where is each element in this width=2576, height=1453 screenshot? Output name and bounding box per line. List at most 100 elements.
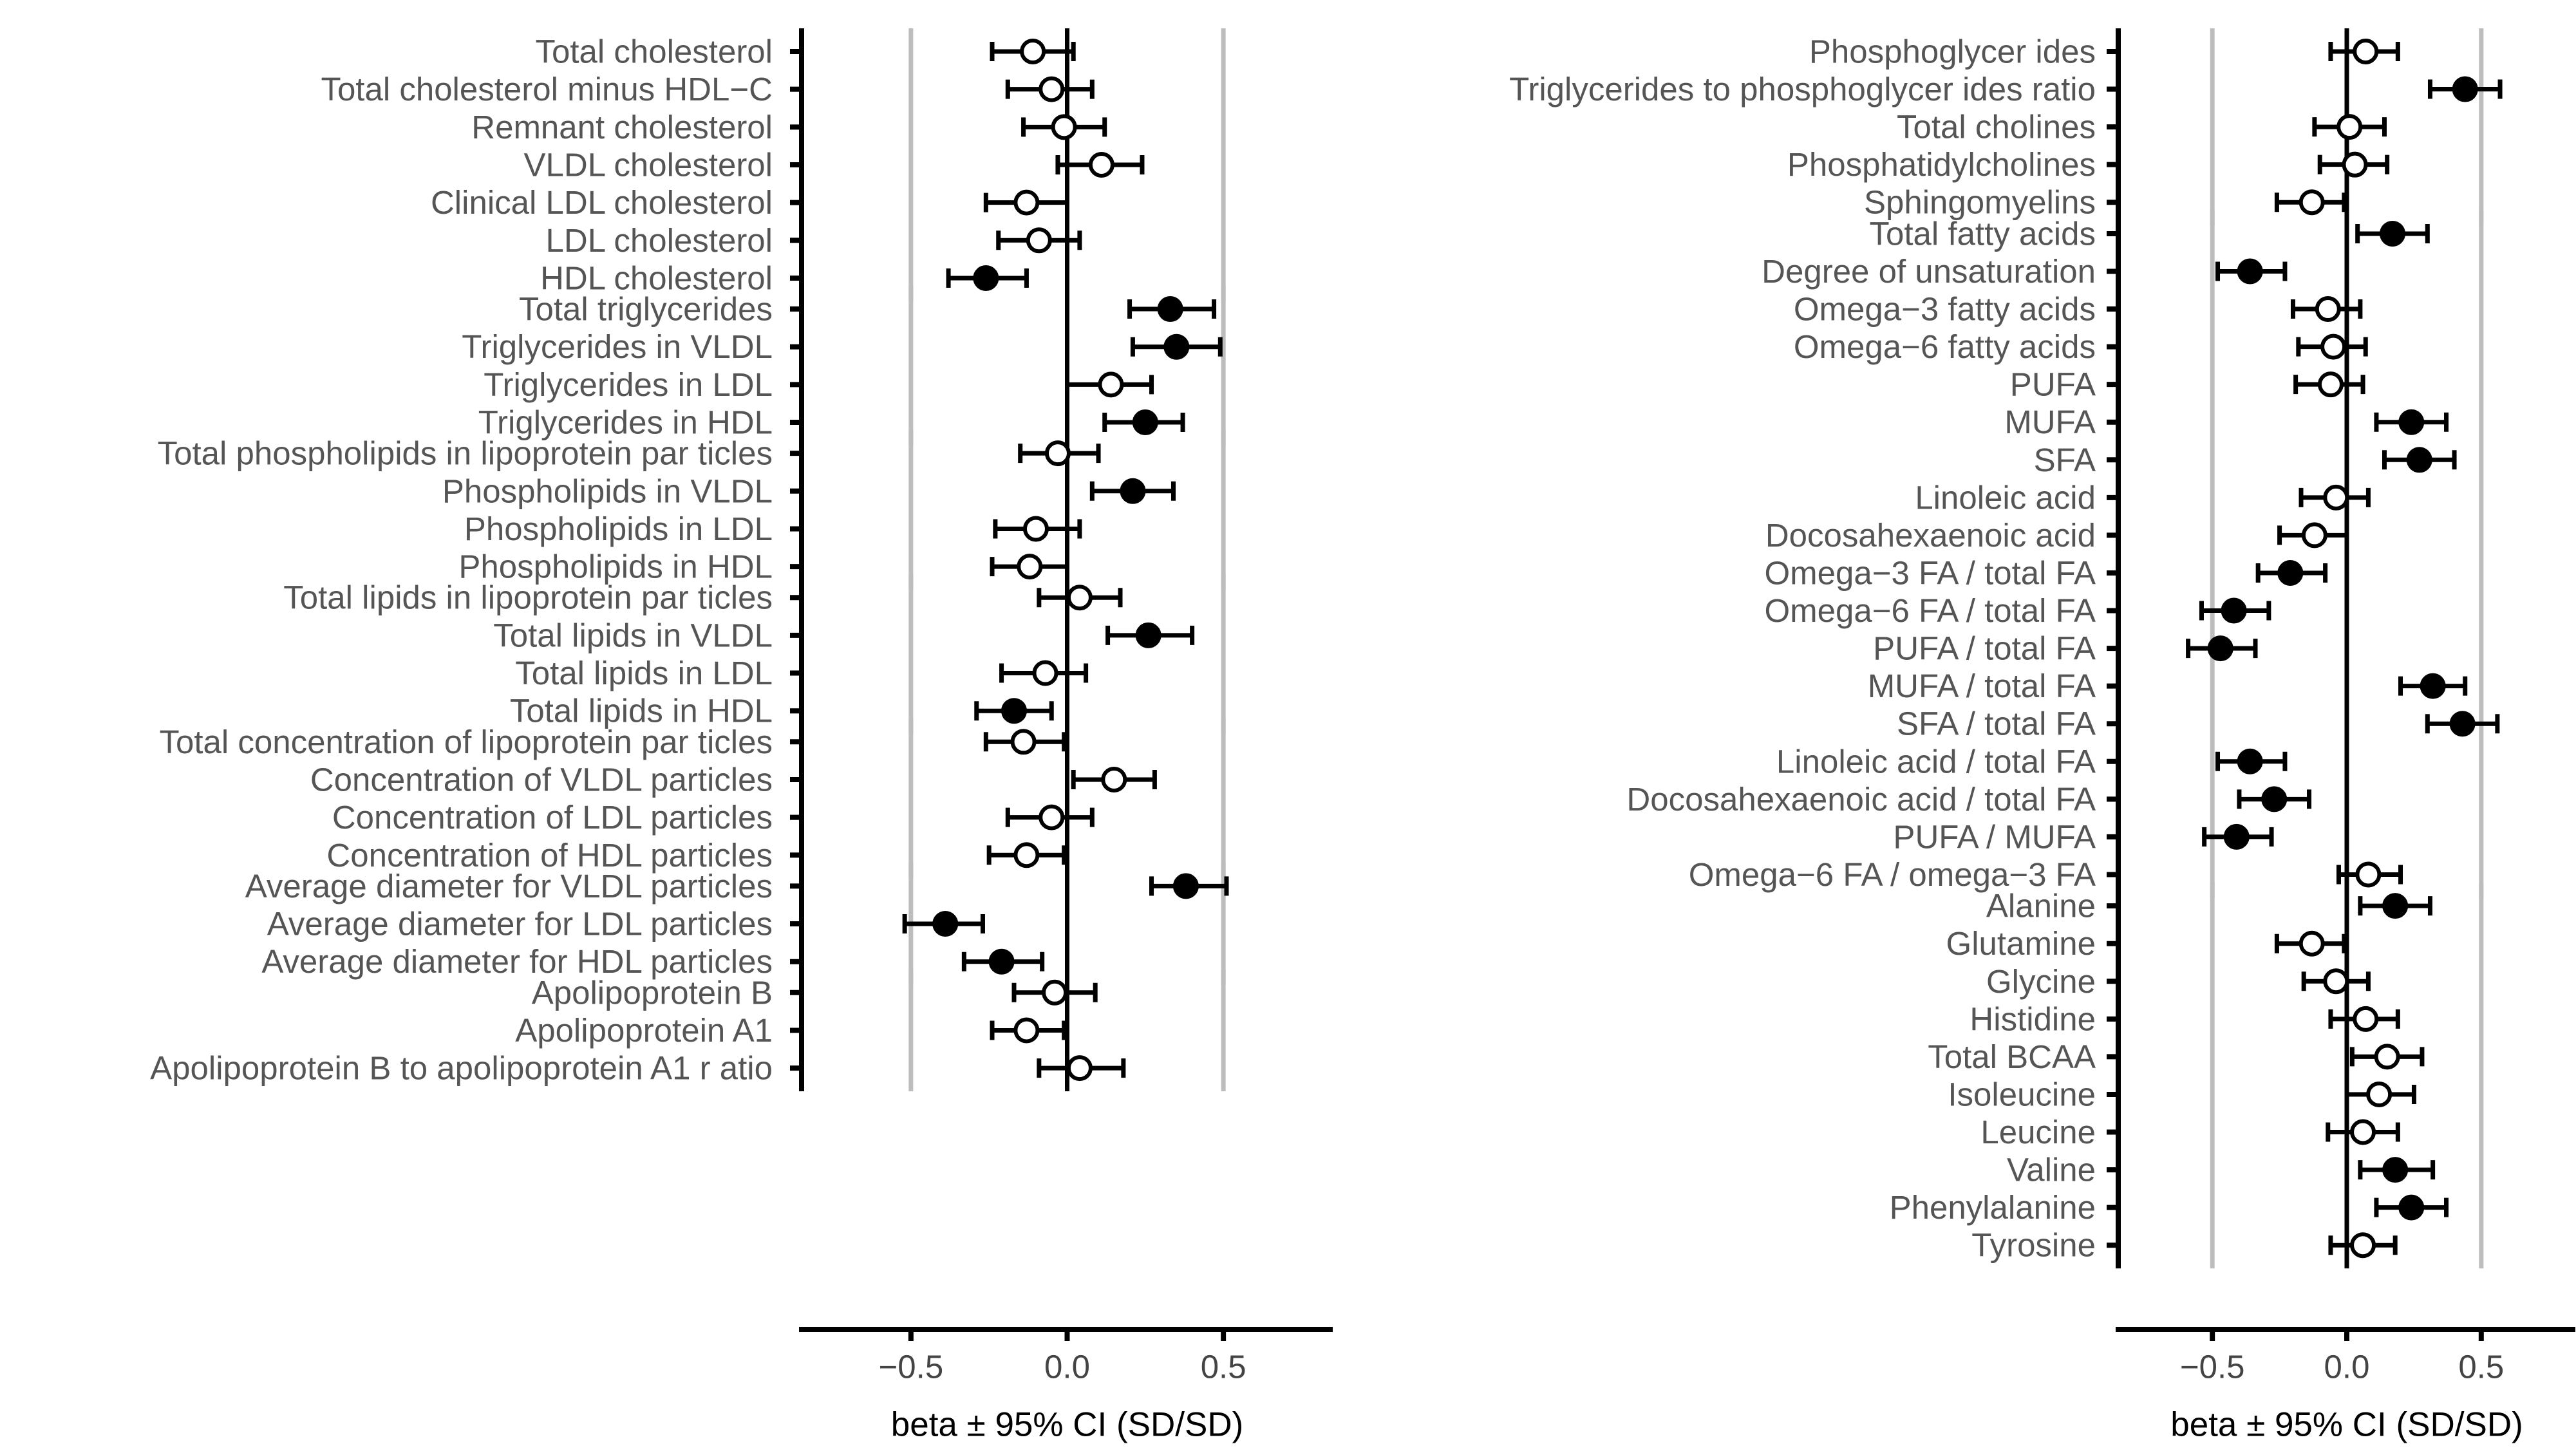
estimate-point-significant: [2449, 711, 2476, 737]
row-label: Total cholesterol minus HDL−C: [321, 71, 773, 108]
forest-row: Total lipids in lipoprotein par ticles: [283, 579, 1123, 616]
forest-row: LDL cholesterol: [546, 222, 1082, 259]
row-label: Omega−6 fatty acids: [1794, 328, 2096, 365]
forest-row: Linoleic acid: [1915, 479, 2371, 516]
forest-row: Omega−6 FA / total FA: [1764, 592, 2271, 629]
estimate-point-significant: [1163, 333, 1190, 360]
estimate-point-significant: [1120, 478, 1146, 504]
row-label: Glycine: [1986, 963, 2096, 1000]
estimate-point: [2355, 861, 2382, 888]
forest-row: Total cholesterol: [535, 33, 1076, 70]
forest-row: PUFA: [2010, 366, 2365, 403]
forest-row: Total cholesterol minus HDL−C: [321, 71, 1095, 108]
estimate-point: [2366, 1081, 2393, 1107]
estimate-point: [2336, 114, 2363, 140]
forest-row: Omega−6 fatty acids: [1794, 328, 2368, 365]
estimate-point: [2299, 189, 2325, 216]
estimate-point-significant: [1135, 622, 1161, 648]
estimate-point: [2315, 296, 2341, 323]
estimate-point-significant: [932, 911, 959, 937]
x-axis: −0.5 0.0 0.5 beta ± 95% CI (SD/SD): [799, 1327, 1333, 1444]
forest-group-2: [2116, 210, 2484, 898]
forest-row: Phosphatidylcholines: [1787, 146, 2390, 183]
forest-row: Phosphoglycer ides: [1809, 33, 2400, 70]
row-label: Leucine: [1980, 1114, 2096, 1150]
forest-group-5: [799, 718, 1226, 879]
estimate-point: [1010, 729, 1037, 755]
estimate-point: [2320, 333, 2347, 360]
forest-row: Valine: [2007, 1152, 2436, 1188]
forest-row: Total concentration of lipoprotein par t…: [159, 724, 1067, 760]
x-axis-title: beta ± 95% CI (SD/SD): [2170, 1406, 2523, 1444]
forest-row: Total phospholipids in lipoprotein par t…: [158, 435, 1101, 472]
row-label: Total concentration of lipoprotein par t…: [159, 724, 773, 760]
estimate-point: [1098, 371, 1124, 398]
row-label: Total cholines: [1897, 109, 2096, 145]
row-label: SFA: [2034, 442, 2096, 478]
row-label: Isoleucine: [1948, 1076, 2096, 1112]
forest-row: SFA / total FA: [1897, 706, 2500, 742]
row-label: Average diameter for LDL particles: [267, 906, 773, 942]
forest-row: Docosahexaenoic acid: [1765, 517, 2349, 554]
forest-row: Glycine: [1986, 963, 2371, 1000]
estimate-point-significant: [2380, 220, 2405, 247]
estimate-point-significant: [2382, 893, 2409, 919]
estimate-point-significant: [2207, 635, 2233, 662]
row-label: Phosphoglycer ides: [1809, 33, 2096, 70]
row-label: Phenylalanine: [1890, 1189, 2096, 1226]
estimate-point-significant: [1001, 698, 1027, 724]
forest-row: Omega−6 FA / omega−3 FA: [1689, 856, 2403, 893]
row-label: SFA / total FA: [1897, 706, 2096, 742]
forest-row: Clinical LDL cholesterol: [431, 184, 1069, 221]
x-tick-label: 0.0: [2324, 1349, 2370, 1385]
x-tick-label: 0.5: [2458, 1349, 2504, 1385]
row-label: PUFA: [2010, 366, 2096, 403]
x-tick-label: −0.5: [2180, 1349, 2245, 1385]
row-label: Glutamine: [1946, 925, 2096, 962]
estimate-point: [1066, 585, 1093, 611]
estimate-point: [2353, 1006, 2379, 1032]
x-axis: −0.5 0.0 0.5 beta ± 95% CI (SD/SD): [2116, 1327, 2575, 1444]
forest-row: MUFA: [2004, 404, 2449, 440]
row-label: Apolipoprotein B: [532, 974, 773, 1011]
row-label: Triglycerides in LDL: [484, 366, 773, 403]
estimate-point: [1039, 76, 1065, 102]
row-label: Omega−3 FA / total FA: [1764, 554, 2096, 591]
forest-row: Average diameter for VLDL particles: [245, 868, 1229, 905]
estimate-point: [1026, 227, 1052, 254]
row-label: Omega−6 FA / total FA: [1764, 592, 2096, 629]
row-label: Total fatty acids: [1870, 215, 2096, 252]
estimate-point: [1044, 440, 1071, 467]
estimate-point-significant: [1132, 409, 1158, 436]
forest-row: Glutamine: [1946, 925, 2347, 962]
estimate-point: [2301, 522, 2327, 548]
row-label: Degree of unsaturation: [1762, 253, 2096, 290]
estimate-point-significant: [1157, 296, 1183, 323]
row-label: Total phospholipids in lipoprotein par t…: [158, 435, 773, 472]
estimate-point-significant: [2452, 76, 2478, 102]
forest-row: Alanine: [1986, 888, 2432, 924]
row-label: LDL cholesterol: [546, 222, 773, 259]
forest-row: VLDL cholesterol: [524, 146, 1145, 183]
forest-row: Phenylalanine: [1890, 1189, 2449, 1226]
estimate-point-significant: [2237, 748, 2263, 774]
forest-row: Phospholipids in VLDL: [442, 473, 1176, 509]
estimate-point: [1101, 766, 1127, 792]
x-axis-title: beta ± 95% CI (SD/SD): [891, 1406, 1244, 1444]
estimate-point-significant: [1172, 873, 1199, 899]
row-label: Tyrosine: [1971, 1227, 2096, 1264]
estimate-point: [2374, 1044, 2400, 1070]
estimate-point: [1020, 39, 1046, 64]
forest-row: Histidine: [1970, 1000, 2400, 1037]
forest-row: Total lipids in LDL: [515, 655, 1089, 691]
forest-row: Average diameter for LDL particles: [267, 906, 985, 942]
row-label: Phosphatidylcholines: [1787, 146, 2096, 183]
forest-row: Total fatty acids: [1870, 215, 2430, 252]
estimate-point-significant: [2420, 673, 2446, 699]
row-label: Total BCAA: [1928, 1038, 2096, 1075]
forest-row: Tyrosine: [1971, 1227, 2398, 1264]
estimate-point-significant: [988, 948, 1015, 975]
estimate-point: [1013, 189, 1040, 216]
row-label: VLDL cholesterol: [524, 146, 773, 183]
